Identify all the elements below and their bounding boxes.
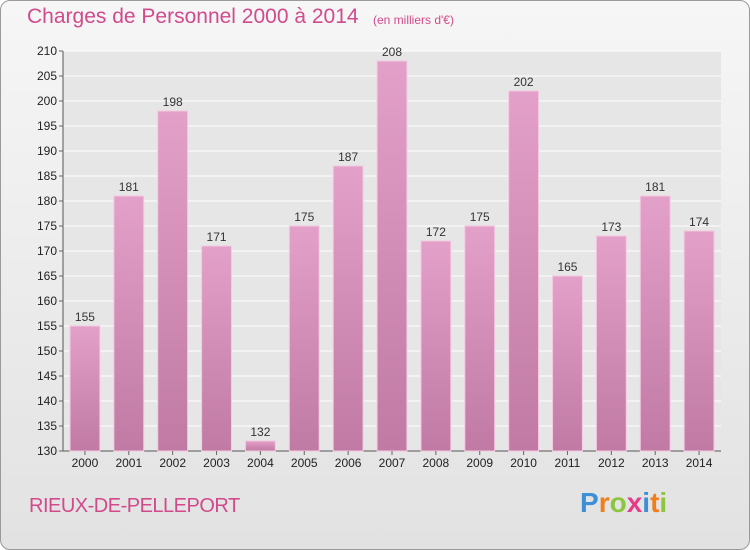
bar-2008 [420, 240, 452, 452]
y-tick-label: 165 [37, 269, 57, 283]
bar-2005 [288, 225, 320, 452]
x-tick-label-2003: 2003 [203, 456, 230, 470]
y-tick-label: 160 [37, 294, 57, 308]
bar-2011 [552, 275, 583, 452]
data-label-2009: 175 [470, 210, 490, 224]
y-tick-label: 150 [37, 344, 57, 358]
y-tick-label: 175 [37, 219, 57, 233]
bar-2009 [464, 225, 496, 452]
data-label-2010: 202 [514, 75, 534, 89]
y-tick-label: 200 [37, 94, 57, 108]
x-tick-label-2011: 2011 [555, 456, 581, 470]
y-tick-label: 140 [37, 394, 57, 408]
logo-letter: P [580, 487, 599, 518]
bar-2013 [639, 195, 671, 452]
y-tick-label: 210 [37, 44, 57, 58]
logo-letter: i [659, 487, 668, 518]
x-tick-label-2001: 2001 [115, 456, 142, 470]
bar-2003 [201, 245, 232, 452]
proxiti-logo[interactable]: Proxiti [580, 487, 667, 519]
data-label-2003: 171 [207, 230, 227, 244]
data-label-2000: 155 [75, 310, 95, 324]
x-tick-label-2009: 2009 [466, 456, 493, 470]
y-tick-label: 170 [37, 244, 57, 258]
x-tick-label-2007: 2007 [379, 456, 406, 470]
y-tick-label: 130 [37, 444, 57, 458]
bar-2006 [332, 165, 364, 452]
town-name: RIEUX-DE-PELLEPORT [29, 495, 240, 517]
y-tick-label: 180 [37, 194, 57, 208]
x-tick-label-2014: 2014 [686, 456, 713, 470]
bar-2010 [508, 90, 540, 452]
bar-2004 [244, 440, 276, 452]
data-label-2008: 172 [426, 225, 446, 239]
data-label-2014: 174 [689, 215, 709, 229]
x-tick-label-2012: 2012 [598, 456, 625, 470]
logo-letter: t [650, 487, 660, 518]
bar-2007 [376, 60, 408, 452]
data-label-2007: 208 [382, 45, 402, 59]
x-tick-label-2008: 2008 [423, 456, 450, 470]
y-tick-label: 145 [37, 369, 57, 383]
bar-2012 [595, 235, 627, 452]
y-tick-label: 195 [37, 119, 57, 133]
data-label-2004: 132 [250, 425, 270, 439]
data-label-2001: 181 [119, 180, 139, 194]
chart-subtitle: (en milliers d'€) [373, 13, 454, 27]
data-label-2011: 165 [557, 260, 577, 274]
bar-2014 [683, 230, 715, 452]
y-tick-label: 135 [37, 419, 57, 433]
x-tick-label-2006: 2006 [335, 456, 362, 470]
logo-letter: x [626, 487, 643, 518]
y-tick-label: 190 [37, 144, 57, 158]
bar-2000 [69, 325, 101, 452]
logo-letter: i [642, 487, 651, 518]
bar-2001 [113, 195, 145, 452]
data-label-2013: 181 [645, 180, 665, 194]
x-tick-label-2004: 2004 [247, 456, 274, 470]
x-tick-label-2000: 2000 [72, 456, 99, 470]
data-label-2005: 175 [294, 210, 314, 224]
y-tick-label: 205 [37, 69, 57, 83]
logo-letter: r [598, 487, 610, 518]
x-tick-label-2013: 2013 [642, 456, 669, 470]
chart-title: Charges de Personnel 2000 à 2014 [27, 5, 359, 28]
y-tick-label: 185 [37, 169, 57, 183]
data-label-2002: 198 [163, 95, 183, 109]
x-tick-label-2010: 2010 [510, 456, 537, 470]
data-label-2012: 173 [601, 220, 621, 234]
x-tick-label-2005: 2005 [291, 456, 318, 470]
x-tick-label-2002: 2002 [159, 456, 186, 470]
data-label-2006: 187 [338, 150, 358, 164]
logo-letter: o [609, 487, 627, 518]
bar-2002 [157, 110, 189, 452]
y-tick-label: 155 [37, 319, 57, 333]
